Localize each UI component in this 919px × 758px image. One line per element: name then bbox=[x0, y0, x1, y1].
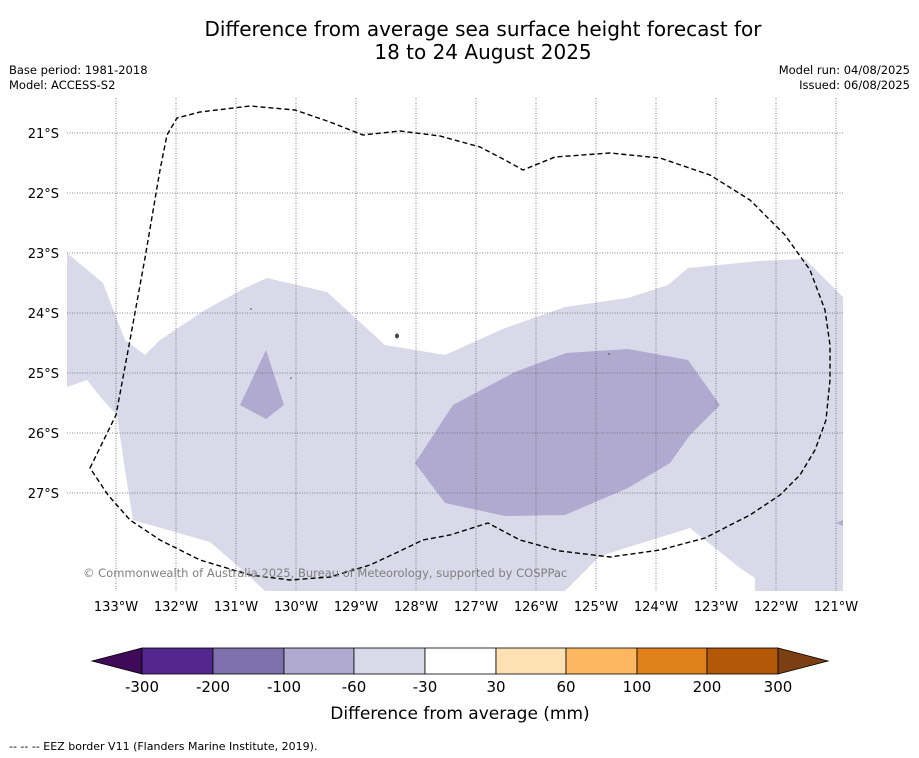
meta-left: Base period: 1981-2018 Model: ACCESS-S2 bbox=[9, 63, 148, 93]
colorbar-tick: 100 bbox=[623, 678, 652, 696]
graticule bbox=[67, 98, 843, 591]
base-period-text: Base period: 1981-2018 bbox=[9, 63, 148, 77]
island-marker bbox=[608, 353, 610, 355]
colorbar-segment bbox=[565, 647, 638, 675]
colorbar-tick: -60 bbox=[342, 678, 367, 696]
lon-label: 127°W bbox=[454, 600, 498, 615]
island-marker bbox=[250, 308, 252, 310]
colorbar-tick: 60 bbox=[556, 678, 575, 696]
lon-label: 124°W bbox=[634, 600, 678, 615]
lat-label: 23°S bbox=[28, 247, 59, 262]
lon-label: 121°W bbox=[814, 600, 858, 615]
lon-label: 128°W bbox=[394, 600, 438, 615]
colorbar-tick-labels: -300 -200 -100 -60 -30 30 60 100 200 300 bbox=[125, 678, 792, 696]
lon-label: 130°W bbox=[274, 600, 318, 615]
colorbar-title: Difference from average (mm) bbox=[330, 704, 589, 724]
meta-right: Model run: 04/08/2025 Issued: 06/08/2025 bbox=[779, 63, 910, 93]
colorbar-extend-low bbox=[90, 647, 143, 675]
issued-text: Issued: 06/08/2025 bbox=[799, 78, 910, 92]
longitude-labels: 133°W 132°W 131°W 130°W 129°W 128°W 127°… bbox=[94, 600, 858, 615]
colorbar-segment bbox=[636, 647, 708, 675]
colorbar-segment bbox=[212, 647, 285, 675]
lon-label: 132°W bbox=[154, 600, 198, 615]
lon-label: 131°W bbox=[214, 600, 258, 615]
lat-label: 25°S bbox=[28, 367, 59, 382]
eez-border bbox=[89, 105, 831, 581]
lat-label: 21°S bbox=[28, 127, 59, 142]
colorbar-tick: 300 bbox=[764, 678, 793, 696]
colorbar-segment bbox=[706, 647, 779, 675]
eez-legend-note: -- -- -- EEZ border V11 (Flanders Marine… bbox=[9, 740, 318, 753]
colorbar-segment bbox=[353, 647, 426, 675]
colorbar-segment bbox=[141, 647, 214, 675]
colorbar-extend-high bbox=[777, 647, 830, 675]
colorbar-segment bbox=[495, 647, 567, 675]
lon-label: 125°W bbox=[574, 600, 618, 615]
lat-label: 24°S bbox=[28, 307, 59, 322]
lon-label: 129°W bbox=[334, 600, 378, 615]
colorbar-tick: -30 bbox=[413, 678, 438, 696]
colorbar-tick: -200 bbox=[196, 678, 230, 696]
colorbar-segment bbox=[283, 647, 355, 675]
island-marker bbox=[290, 377, 292, 379]
model-text: Model: ACCESS-S2 bbox=[9, 78, 116, 92]
model-run-text: Model run: 04/08/2025 bbox=[778, 63, 910, 77]
lat-label: 26°S bbox=[28, 427, 59, 442]
colorbar-tick: -300 bbox=[125, 678, 159, 696]
lon-label: 122°W bbox=[754, 600, 798, 615]
anomaly-speck-east-edge bbox=[836, 520, 843, 526]
colorbar-segment bbox=[424, 647, 497, 675]
lon-label: 126°W bbox=[514, 600, 558, 615]
anomaly-region-mid-west bbox=[240, 350, 284, 419]
lat-label: 27°S bbox=[28, 487, 59, 502]
lat-label: 22°S bbox=[28, 187, 59, 202]
lon-label: 123°W bbox=[694, 600, 738, 615]
colorbar-tick: -100 bbox=[267, 678, 301, 696]
map-title: Difference from average sea surface heig… bbox=[0, 18, 919, 64]
title-line-1: Difference from average sea surface heig… bbox=[204, 17, 762, 41]
colorbar bbox=[90, 647, 830, 675]
lon-label: 133°W bbox=[94, 600, 138, 615]
colorbar-tick: 30 bbox=[486, 678, 505, 696]
latitude-labels: 21°S 22°S 23°S 24°S 25°S 26°S 27°S bbox=[28, 127, 59, 502]
title-line-2: 18 to 24 August 2025 bbox=[374, 40, 592, 64]
island-marker bbox=[395, 333, 399, 339]
anomaly-region-mid-east bbox=[415, 349, 720, 516]
colorbar-tick: 200 bbox=[693, 678, 722, 696]
copyright-text: © Commonwealth of Australia 2025, Bureau… bbox=[83, 566, 567, 580]
